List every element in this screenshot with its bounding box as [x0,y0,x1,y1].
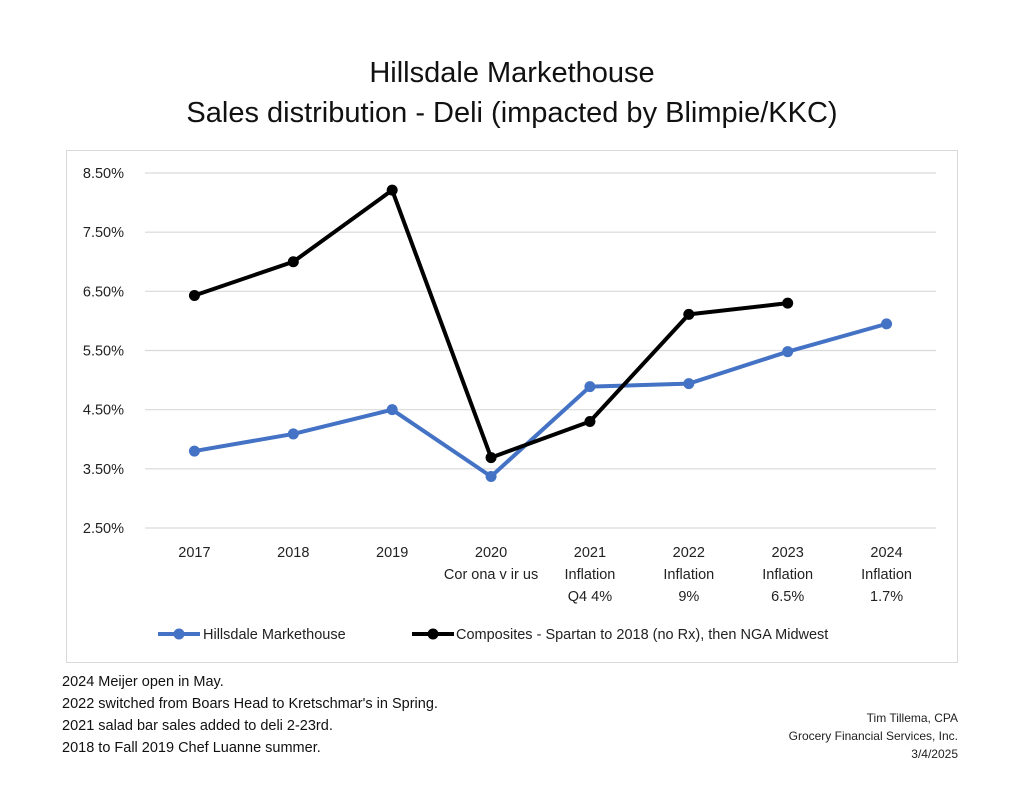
data-point [386,184,398,196]
note-2: 2022 switched from Boars Head to Kretsch… [62,696,438,712]
y-tick-label: 8.50% [83,166,124,182]
y-tick-label: 7.50% [83,225,124,241]
x-tick-label: 2022 Inflation 9% [663,545,714,605]
x-tick-label: 2018 [277,545,309,561]
x-tick-year: 2018 [277,545,309,561]
note-1: 2024 Meijer open in May. [62,674,224,690]
x-tick-annotation: 9% [678,589,699,605]
x-tick-year: 2020 [475,545,507,561]
author-name: Tim Tillema, CPA [866,711,958,725]
data-point [485,452,497,464]
data-point [881,318,893,330]
x-tick-year: 2019 [376,545,408,561]
x-tick-label: 2019 [376,545,408,561]
data-point [287,428,299,440]
y-tick-label: 3.50% [83,462,124,478]
y-tick-label: 6.50% [83,284,124,300]
series-line [192,188,790,460]
x-tick-annotation: Inflation [861,567,912,583]
x-tick-annotation: Inflation [663,567,714,583]
data-point [683,308,695,320]
legend-item: Composites - Spartan to 2018 (no Rx), th… [412,627,828,643]
data-point [683,378,695,390]
x-axis-ticks: 2017 2018 2019 2020 Cor ona v ir us 2021 Infla… [178,545,912,605]
series-lines [188,184,893,483]
legend-item: Hillsdale Markethouse [158,627,346,643]
x-tick-year: 2021 [574,545,606,561]
data-point [287,256,299,268]
series-line [192,321,889,479]
x-tick-annotation: Cor ona v ir us [444,567,538,583]
x-tick-annotation: 6.5% [771,589,804,605]
legend-swatch-marker [427,628,439,640]
data-point [188,289,200,301]
y-tick-label: 4.50% [83,403,124,419]
data-point [782,346,794,358]
x-tick-annotation: 1.7% [870,589,903,605]
y-tick-label: 5.50% [83,344,124,360]
x-tick-label: 2021 Inflation Q4 4% [565,545,616,605]
x-tick-year: 2017 [178,545,210,561]
series-hillsdale-markethouse [188,318,893,483]
data-point [782,297,794,309]
chart-title: Hillsdale Markethouse [369,57,655,89]
x-tick-annotation: Inflation [762,567,813,583]
y-tick-label: 2.50% [83,521,124,537]
data-point [584,416,596,427]
legend-label: Hillsdale Markethouse [203,627,346,643]
note-4: 2018 to Fall 2019 Chef Luanne summer. [62,740,321,756]
author-company: Grocery Financial Services, Inc. [788,729,958,743]
x-tick-label: 2020 Cor ona v ir us [444,545,538,583]
x-tick-annotation: Inflation [565,567,616,583]
gridlines [145,172,936,529]
series-composites [188,184,794,464]
x-tick-label: 2017 [178,545,210,561]
x-tick-annotation: Q4 4% [568,589,612,605]
data-point [188,445,200,457]
x-tick-year: 2024 [870,545,902,561]
legend-label: Composites - Spartan to 2018 (no Rx), th… [456,627,828,643]
legend: Hillsdale Markethouse Composites - Sparta… [158,627,828,643]
x-tick-label: 2024 Inflation 1.7% [861,545,912,605]
data-point [584,381,596,393]
x-tick-year: 2023 [772,545,804,561]
legend-swatch-marker [173,628,185,640]
x-tick-year: 2022 [673,545,705,561]
x-tick-label: 2023 Inflation 6.5% [762,545,813,605]
plot-area-frame [66,150,958,663]
report-date: 3/4/2025 [911,747,958,761]
chart-subtitle: Sales distribution - Deli (impacted by B… [186,97,838,129]
data-point [485,471,497,483]
y-axis-ticks: 8.50% 7.50% 6.50% 5.50% 4.50% 3.50% 2.50% [83,166,124,537]
note-3: 2021 salad bar sales added to deli 2-23r… [62,718,333,734]
data-point [386,404,398,416]
